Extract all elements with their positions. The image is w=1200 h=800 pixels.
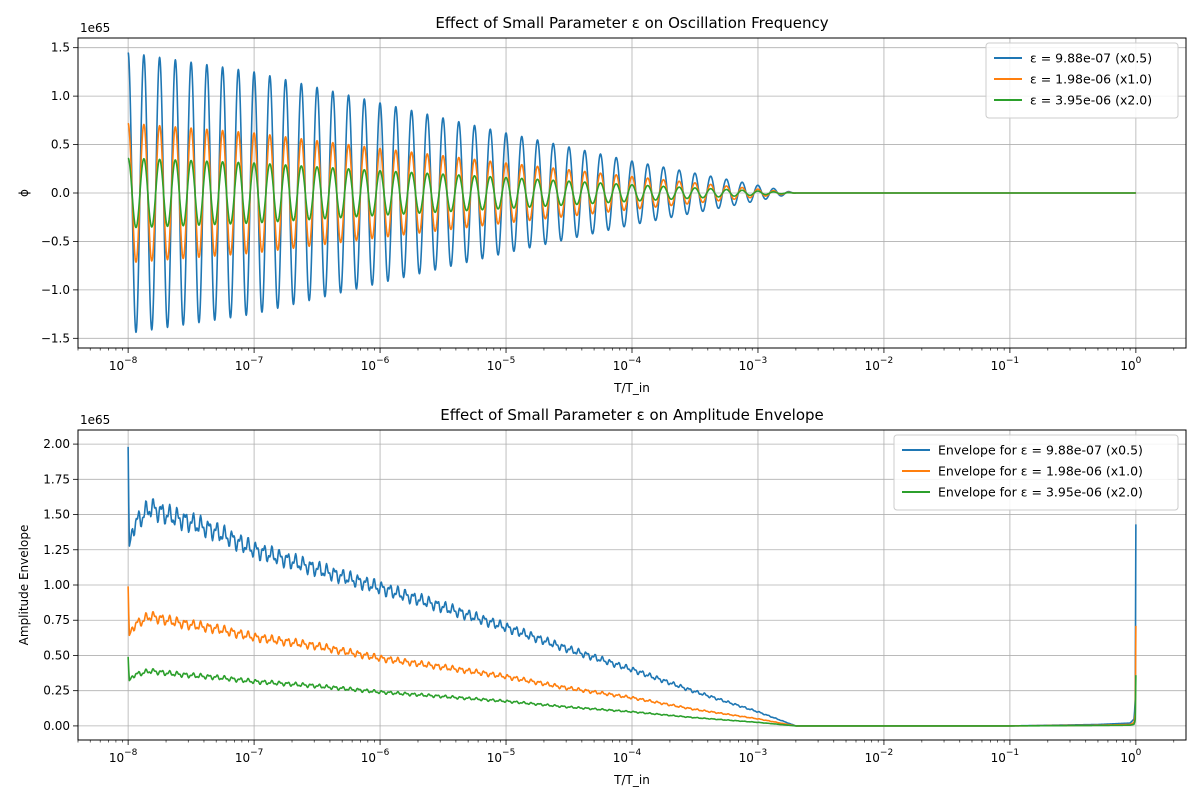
envelope-y-offset: 1e65: [80, 413, 110, 427]
envelope-y-axis-label: Amplitude Envelope: [17, 525, 31, 646]
oscillation-series-lines: [127, 52, 1137, 334]
envelope-legend: Envelope for ε = 9.88e-07 (x0.5) Envelope…: [893, 434, 1179, 511]
envelope-x-tick-label: 10−1: [991, 748, 1020, 765]
oscillation-y-tick-label: 0.0: [51, 186, 70, 200]
oscillation-y-tick-label: −1.0: [41, 283, 70, 297]
envelope-legend-label-3: Envelope for ε = 3.95e-06 (x2.0): [938, 485, 1143, 500]
oscillation-legend: ε = 9.88e-07 (x0.5) ε = 1.98e-06 (x1.0) ε …: [985, 42, 1179, 119]
envelope-x-tick-label: 10−8: [109, 748, 138, 765]
envelope-series-line-3: [127, 656, 1137, 727]
envelope-x-tick-label: 10−5: [487, 748, 516, 765]
envelope-x-tick-label: 100: [1120, 748, 1141, 765]
envelope-y-tick-label: 1.00: [43, 578, 70, 592]
oscillation-x-tick-label: 10−6: [361, 356, 390, 373]
oscillation-x-ticks: 10−8 10−7 10−6 10−5 10−4 10−3 10−2 10−1 100: [77, 348, 1175, 373]
oscillation-y-offset: 1e65: [80, 21, 110, 35]
envelope-x-tick-label: 10−2: [865, 748, 894, 765]
oscillation-y-ticks: −1.5 −1.0 −0.5 0.0 0.5 1.0 1.5: [41, 41, 78, 345]
oscillation-x-tick-label: 10−5: [487, 356, 516, 373]
envelope-y-tick-label: 2.00: [43, 437, 70, 451]
envelope-x-tick-label: 10−6: [361, 748, 390, 765]
oscillation-y-tick-label: 1.5: [51, 41, 70, 55]
envelope-subplot: Effect of Small Parameter ε on Amplitude…: [17, 406, 1187, 787]
oscillation-x-axis-label: T/T_in: [613, 381, 650, 395]
oscillation-series-line-3: [127, 157, 1137, 229]
oscillation-legend-box: [985, 42, 1179, 119]
oscillation-x-tick-label: 10−3: [739, 356, 768, 373]
envelope-y-tick-label: 0.50: [43, 648, 70, 662]
oscillation-legend-label-1: ε = 9.88e-07 (x0.5): [1030, 51, 1152, 66]
envelope-y-tick-label: 0.25: [43, 684, 70, 698]
oscillation-x-tick-label: 100: [1120, 356, 1141, 373]
oscillation-x-tick-label: 10−2: [865, 356, 894, 373]
envelope-x-ticks: 10−8 10−7 10−6 10−5 10−4 10−3 10−2 10−1 100: [77, 740, 1175, 765]
oscillation-x-tick-label: 10−1: [991, 356, 1020, 373]
envelope-y-tick-label: 1.75: [43, 472, 70, 486]
envelope-legend-label-2: Envelope for ε = 1.98e-06 (x1.0): [938, 464, 1143, 479]
oscillation-legend-label-3: ε = 3.95e-06 (x2.0): [1030, 93, 1152, 108]
envelope-x-tick-label: 10−7: [235, 748, 264, 765]
oscillation-x-tick-label: 10−8: [109, 356, 138, 373]
oscillation-legend-label-2: ε = 1.98e-06 (x1.0): [1030, 72, 1152, 87]
envelope-y-tick-label: 1.50: [43, 508, 70, 522]
oscillation-chart-title: Effect of Small Parameter ε on Oscillati…: [435, 14, 828, 32]
envelope-series-lines: [127, 446, 1137, 727]
envelope-legend-label-1: Envelope for ε = 9.88e-07 (x0.5): [938, 443, 1143, 458]
envelope-x-tick-label: 10−4: [613, 748, 642, 765]
envelope-y-tick-label: 1.25: [43, 543, 70, 557]
oscillation-x-tick-label: 10−4: [613, 356, 642, 373]
envelope-x-axis-label: T/T_in: [613, 773, 650, 787]
oscillation-y-tick-label: 0.5: [51, 138, 70, 152]
envelope-y-ticks: 0.00 0.25 0.50 0.75 1.00 1.25 1.50 1.75 2.00: [43, 437, 78, 733]
oscillation-y-tick-label: 1.0: [51, 89, 70, 103]
oscillation-y-tick-label: −1.5: [41, 331, 70, 345]
envelope-x-tick-label: 10−3: [739, 748, 768, 765]
envelope-y-tick-label: 0.75: [43, 613, 70, 627]
oscillation-subplot: Effect of Small Parameter ε on Oscillati…: [17, 14, 1187, 395]
envelope-legend-box: [893, 434, 1179, 511]
oscillation-y-tick-label: −0.5: [41, 234, 70, 248]
oscillation-y-axis-label: ϕ: [17, 189, 31, 197]
envelope-y-tick-label: 0.00: [43, 719, 70, 733]
envelope-chart-title: Effect of Small Parameter ε on Amplitude…: [440, 406, 824, 424]
oscillation-x-tick-label: 10−7: [235, 356, 264, 373]
